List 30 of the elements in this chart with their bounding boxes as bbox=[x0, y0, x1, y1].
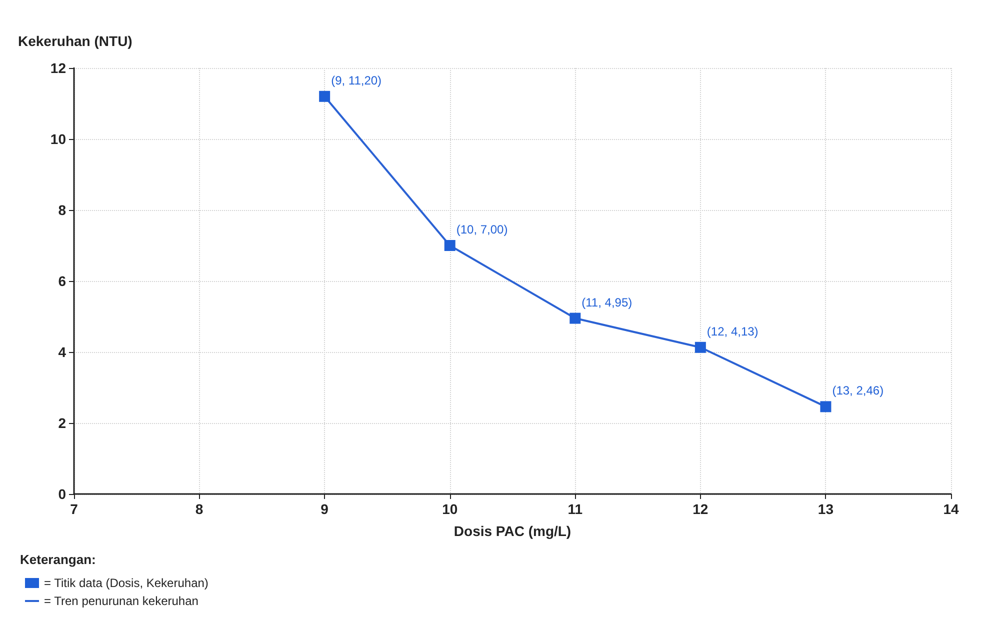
x-tick-label: 11 bbox=[568, 501, 583, 517]
legend-title: Keterangan: bbox=[20, 552, 96, 567]
y-tick-label: 8 bbox=[58, 202, 66, 218]
y-tick-label: 10 bbox=[50, 131, 66, 147]
data-label: (9, 11,20) bbox=[331, 73, 382, 88]
data-label: (11, 4,95) bbox=[582, 295, 632, 310]
x-tick-label: 12 bbox=[692, 501, 708, 517]
x-tick-label: 7 bbox=[70, 501, 78, 517]
x-tick-label: 10 bbox=[442, 501, 458, 517]
point bbox=[694, 342, 706, 353]
x-tick-label: 13 bbox=[818, 501, 834, 517]
point bbox=[570, 312, 581, 324]
x-axis-title: Dosis PAC (mg/L) bbox=[454, 523, 572, 539]
y-tick-label: 2 bbox=[58, 415, 66, 431]
point bbox=[444, 240, 456, 251]
y-tick-label: 4 bbox=[58, 344, 66, 360]
legend-label: = Tren penurunan kekeruhan bbox=[44, 594, 198, 608]
y-axis-title: Kekeruhan (NTU) bbox=[18, 33, 132, 49]
x-tick-label: 14 bbox=[943, 501, 959, 517]
y-tick-label: 0 bbox=[58, 486, 66, 502]
point bbox=[820, 401, 832, 412]
data-label: (12, 4,13) bbox=[706, 324, 758, 338]
data-label: (13, 2,46) bbox=[832, 384, 884, 398]
x-tick-label: 9 bbox=[320, 501, 329, 517]
y-tick-label: 12 bbox=[50, 60, 66, 76]
point bbox=[319, 90, 330, 102]
legend-label: = Titik data (Dosis, Kekeruhan) bbox=[44, 576, 208, 590]
y-tick-label: 6 bbox=[58, 273, 66, 289]
data-label: (10, 7,00) bbox=[456, 222, 508, 236]
x-tick-label: 8 bbox=[195, 501, 204, 517]
